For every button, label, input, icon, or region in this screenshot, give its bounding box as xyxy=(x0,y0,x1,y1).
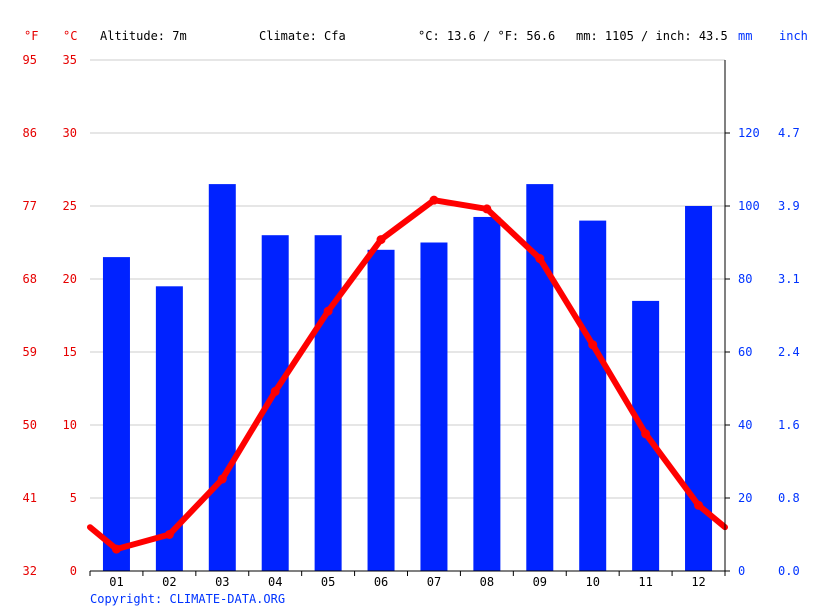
celsius-tick-label: 25 xyxy=(63,199,77,213)
celsius-tick-label: 35 xyxy=(63,53,77,67)
mm-tick-label: 120 xyxy=(738,126,760,140)
precipitation-bar xyxy=(314,235,342,571)
precipitation-bar xyxy=(526,184,554,571)
temperature-series-line xyxy=(87,197,728,553)
temperature-point xyxy=(111,544,121,554)
unit-mm: mm xyxy=(738,29,752,43)
inch-tick-label: 1.6 xyxy=(778,418,800,432)
month-label: 01 xyxy=(109,575,123,589)
precipitation-bar xyxy=(579,220,607,571)
mm-tick-label: 0 xyxy=(738,564,745,578)
month-label: 06 xyxy=(374,575,388,589)
month-label: 08 xyxy=(480,575,494,589)
fahrenheit-tick-label: 32 xyxy=(23,564,37,578)
fahrenheit-tick-label: 50 xyxy=(23,418,37,432)
fahrenheit-tick-label: 59 xyxy=(23,345,37,359)
altitude-label: Altitude: 7m xyxy=(100,29,187,43)
mm-tick-label: 40 xyxy=(738,418,752,432)
temperature-point xyxy=(535,254,545,264)
unit-inch: inch xyxy=(779,29,808,43)
month-label: 03 xyxy=(215,575,229,589)
celsius-tick-label: 0 xyxy=(70,564,77,578)
month-label: 02 xyxy=(162,575,176,589)
temperature-point xyxy=(376,235,386,245)
celsius-tick-label: 5 xyxy=(70,491,77,505)
temperature-point xyxy=(164,530,174,539)
inch-tick-label: 2.4 xyxy=(778,345,800,359)
temperature-line xyxy=(87,195,728,554)
inch-tick-label: 3.9 xyxy=(778,199,800,213)
celsius-tick-label: 20 xyxy=(63,272,77,286)
celsius-tick-label: 15 xyxy=(63,345,77,359)
mm-tick-label: 80 xyxy=(738,272,752,286)
temperature-point xyxy=(217,474,227,484)
month-label: 05 xyxy=(321,575,335,589)
month-label: 10 xyxy=(585,575,599,589)
tick-labels: 01 02 03 04 05 06 07 08 09 10 11 12 32 0 41 5 50 10 59 15 68… xyxy=(23,53,800,589)
temperature-point xyxy=(641,429,651,439)
fahrenheit-tick-label: 41 xyxy=(23,491,37,505)
total-precipitation-label: mm: 1105 / inch: 43.5 xyxy=(576,29,728,43)
temperature-point xyxy=(270,386,280,396)
inch-tick-label: 3.1 xyxy=(778,272,800,286)
unit-celsius: °C xyxy=(63,29,77,43)
month-label: 12 xyxy=(691,575,705,589)
month-label: 09 xyxy=(533,575,547,589)
copyright-text: Copyright: CLIMATE-DATA.ORG xyxy=(90,592,285,606)
unit-fahrenheit: °F xyxy=(24,29,38,43)
precipitation-bar xyxy=(420,242,448,571)
celsius-tick-label: 30 xyxy=(63,126,77,140)
celsius-tick-label: 10 xyxy=(63,418,77,432)
temperature-point xyxy=(588,340,598,350)
climate-label: Climate: Cfa xyxy=(259,29,346,43)
temperature-point xyxy=(429,195,439,205)
fahrenheit-tick-label: 68 xyxy=(23,272,37,286)
precipitation-bar xyxy=(102,257,130,571)
grid-lines xyxy=(90,59,725,572)
fahrenheit-tick-label: 77 xyxy=(23,199,37,213)
fahrenheit-tick-label: 95 xyxy=(23,53,37,67)
month-label: 04 xyxy=(268,575,282,589)
precipitation-bar xyxy=(367,249,395,572)
mm-tick-label: 100 xyxy=(738,199,760,213)
axes xyxy=(89,60,730,576)
inch-tick-label: 0.0 xyxy=(778,564,800,578)
temperature-point xyxy=(694,500,704,510)
month-label: 11 xyxy=(638,575,652,589)
inch-tick-label: 0.8 xyxy=(778,491,800,505)
temperature-point xyxy=(323,306,333,316)
mm-tick-label: 60 xyxy=(738,345,752,359)
precipitation-bar xyxy=(208,184,236,571)
average-temperature-label: °C: 13.6 / °F: 56.6 xyxy=(418,29,555,43)
precipitation-bars xyxy=(102,184,713,572)
temperature-point xyxy=(482,204,492,214)
precipitation-bar xyxy=(473,216,501,571)
mm-tick-label: 20 xyxy=(738,491,752,505)
fahrenheit-tick-label: 86 xyxy=(23,126,37,140)
inch-tick-label: 4.7 xyxy=(778,126,800,140)
month-label: 07 xyxy=(427,575,441,589)
